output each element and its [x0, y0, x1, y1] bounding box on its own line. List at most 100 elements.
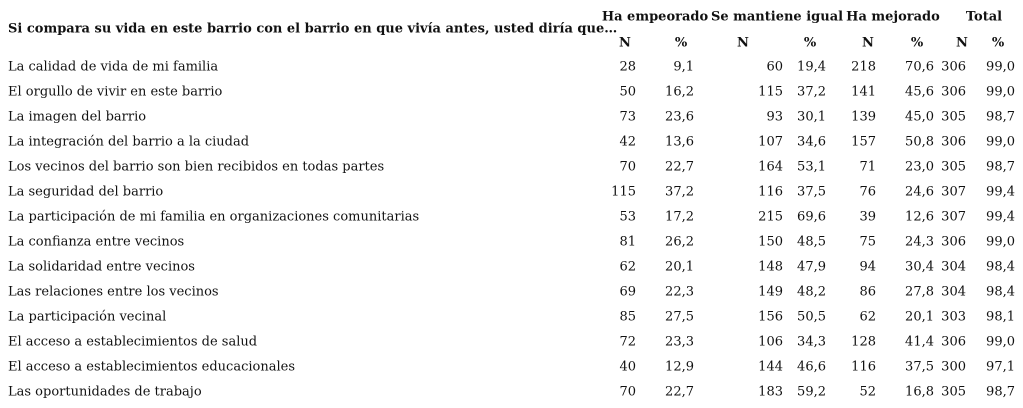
sub-header: % [992, 36, 1005, 51]
cell: 70 [619, 385, 636, 400]
cell: 99,0 [986, 85, 1015, 100]
cell: 27,8 [905, 285, 934, 300]
cell: 107 [758, 135, 783, 150]
row-label: La integración del barrio a la ciudad [8, 135, 249, 150]
cell: 306 [941, 135, 966, 150]
cell: 98,7 [986, 385, 1015, 400]
cell: 12,6 [905, 210, 934, 225]
cell: 303 [941, 310, 966, 325]
cell: 24,3 [905, 235, 934, 250]
row-label: La participación de mi familia en organi… [8, 210, 419, 225]
cell: 23,6 [665, 110, 694, 125]
cell: 12,9 [665, 360, 694, 375]
cell: 97,1 [986, 360, 1015, 375]
cell: 86 [859, 285, 876, 300]
cell: 22,3 [665, 285, 694, 300]
cell: 94 [859, 260, 876, 275]
cell: 106 [758, 335, 783, 350]
cell: 70,6 [905, 60, 934, 75]
cell: 98,4 [986, 260, 1015, 275]
cell: 40 [619, 360, 636, 375]
sub-header: N [956, 36, 968, 51]
cell: 218 [851, 60, 876, 75]
cell: 71 [859, 160, 876, 175]
cell: 16,2 [665, 85, 694, 100]
sub-header: % [675, 36, 688, 51]
cell: 50,5 [797, 310, 826, 325]
cell: 98,4 [986, 285, 1015, 300]
cell: 20,1 [665, 260, 694, 275]
cell: 22,7 [665, 160, 694, 175]
cell: 306 [941, 335, 966, 350]
cell: 99,0 [986, 235, 1015, 250]
cell: 156 [758, 310, 783, 325]
cell: 50 [619, 85, 636, 100]
cell: 59,2 [797, 385, 826, 400]
cell: 62 [859, 310, 876, 325]
cell: 41,4 [905, 335, 934, 350]
cell: 115 [758, 85, 783, 100]
cell: 30,1 [797, 110, 826, 125]
cell: 306 [941, 60, 966, 75]
cell: 150 [758, 235, 783, 250]
cell: 304 [941, 285, 966, 300]
row-label: Las oportunidades de trabajo [8, 385, 202, 400]
sub-header: N [737, 36, 749, 51]
sub-header: N [619, 36, 631, 51]
cell: 76 [859, 185, 876, 200]
group-header: Se mantiene igual [711, 10, 843, 25]
cell: 139 [851, 110, 876, 125]
cell: 73 [619, 110, 636, 125]
cell: 37,2 [665, 185, 694, 200]
cell: 53 [619, 210, 636, 225]
cell: 99,4 [986, 210, 1015, 225]
cell: 45,6 [905, 85, 934, 100]
cell: 305 [941, 160, 966, 175]
cell: 22,7 [665, 385, 694, 400]
sub-header: N [862, 36, 874, 51]
cell: 72 [619, 335, 636, 350]
cell: 28 [619, 60, 636, 75]
cell: 305 [941, 110, 966, 125]
cell: 23,0 [905, 160, 934, 175]
cell: 37,5 [905, 360, 934, 375]
cell: 30,4 [905, 260, 934, 275]
cell: 306 [941, 85, 966, 100]
row-label: El orgullo de vivir en este barrio [8, 85, 223, 100]
cell: 307 [941, 185, 966, 200]
cell: 164 [758, 160, 783, 175]
cell: 75 [859, 235, 876, 250]
cell: 70 [619, 160, 636, 175]
question: Si compara su vida en este barrio con el… [8, 22, 617, 37]
cell: 48,2 [797, 285, 826, 300]
cell: 34,6 [797, 135, 826, 150]
cell: 53,1 [797, 160, 826, 175]
row-label: La solidaridad entre vecinos [8, 260, 195, 275]
cell: 99,0 [986, 60, 1015, 75]
cell: 98,7 [986, 110, 1015, 125]
group-header: Total [966, 10, 1002, 25]
cell: 13,6 [665, 135, 694, 150]
cell: 116 [851, 360, 876, 375]
row-label: La calidad de vida de mi familia [8, 60, 218, 75]
cell: 24,6 [905, 185, 934, 200]
cell: 98,7 [986, 160, 1015, 175]
cell: 215 [758, 210, 783, 225]
cell: 17,2 [665, 210, 694, 225]
group-header: Ha empeorado [602, 10, 709, 25]
cell: 93 [766, 110, 783, 125]
cell: 99,0 [986, 335, 1015, 350]
cell: 42 [619, 135, 636, 150]
cell: 144 [758, 360, 783, 375]
cell: 26,2 [665, 235, 694, 250]
cell: 34,3 [797, 335, 826, 350]
group-header: Ha mejorado [846, 10, 940, 25]
cell: 306 [941, 235, 966, 250]
cell: 23,3 [665, 335, 694, 350]
sub-header: % [911, 36, 924, 51]
cell: 99,0 [986, 135, 1015, 150]
cell: 60 [766, 60, 783, 75]
cell: 128 [851, 335, 876, 350]
cell: 37,5 [797, 185, 826, 200]
cell: 85 [619, 310, 636, 325]
